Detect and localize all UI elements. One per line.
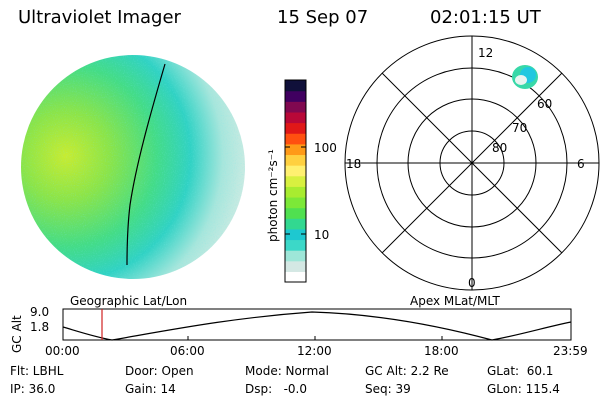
colorbar-segment: [285, 228, 306, 241]
colorbar-segment: [285, 80, 306, 92]
colorbar-unit-label: photon cm⁻²s⁻¹: [266, 149, 280, 242]
status-gain: Gain: 14: [125, 382, 176, 396]
mlt-label-0: 0: [468, 276, 476, 290]
colorbar-segment: [285, 260, 306, 272]
x-tick-1800: 18:00: [424, 344, 459, 358]
mlt-label-12: 12: [478, 46, 494, 60]
mlt-label-18: 18: [346, 157, 362, 171]
altitude-timeline: [62, 308, 572, 341]
colorbar-segment: [285, 154, 306, 166]
y-tick-9: 9.0: [30, 305, 50, 319]
colorbar-segment: [285, 175, 306, 187]
colorbar-segment: [285, 101, 306, 113]
colorbar-segment: [285, 165, 306, 177]
date-label: 15 Sep 07: [277, 7, 369, 28]
colorbar: [285, 80, 306, 283]
status-seq: Seq: 39: [365, 382, 411, 396]
status-ip: IP: 36.0: [10, 382, 56, 396]
mlt-label-6: 6: [577, 157, 585, 171]
x-tick-2359: 23:59: [553, 344, 588, 358]
x-tick-0000: 00:00: [45, 344, 80, 358]
terminator-line: [126, 63, 166, 266]
altitude-curve: [62, 311, 572, 341]
status-glat: GLat: 60.1: [487, 364, 554, 378]
auroral-patch: [512, 65, 538, 89]
mlat-label-60: 60: [537, 97, 553, 111]
x-tick-0600: 06:00: [170, 344, 205, 358]
colorbar-segment: [285, 90, 306, 102]
colorbar-segment: [285, 218, 306, 230]
polar-grid: [344, 35, 600, 291]
apex-caption: Apex MLat/MLT: [410, 294, 500, 308]
uv-image-disk: [21, 55, 245, 279]
status-glon: GLon: 115.4: [487, 382, 560, 396]
status-filter: Flt: LBHL: [10, 364, 64, 378]
colorbar-segment: [285, 186, 306, 198]
status-dsp: Dsp: -0.0: [245, 382, 308, 396]
gc-alt-axis-label: GC Alt: [10, 315, 24, 353]
status-gc-alt: GC Alt: 2.2 Re: [365, 364, 449, 378]
status-mode: Mode: Normal: [245, 364, 329, 378]
colorbar-segment: [285, 207, 306, 219]
colorbar-segment: [285, 239, 306, 251]
time-label: 02:01:15 UT: [430, 7, 541, 28]
geographic-caption: Geographic Lat/Lon: [70, 294, 188, 308]
colorbar-segment: [285, 196, 306, 209]
status-door: Door: Open: [125, 364, 194, 378]
colorbar-tick-100: 100: [314, 141, 337, 155]
colorbar-segment: [285, 143, 306, 156]
mlat-label-70: 70: [512, 121, 528, 135]
y-tick-1-8: 1.8: [30, 320, 50, 334]
colorbar-segment: [285, 133, 306, 145]
colorbar-segment: [285, 250, 306, 262]
mlat-label-80: 80: [492, 141, 508, 155]
colorbar-segment: [285, 271, 306, 283]
x-tick-1200: 12:00: [297, 344, 332, 358]
colorbar-segment: [285, 122, 306, 134]
colorbar-tick-10: 10: [314, 228, 330, 242]
colorbar-segment: [285, 111, 306, 124]
instrument-title: Ultraviolet Imager: [18, 7, 181, 28]
